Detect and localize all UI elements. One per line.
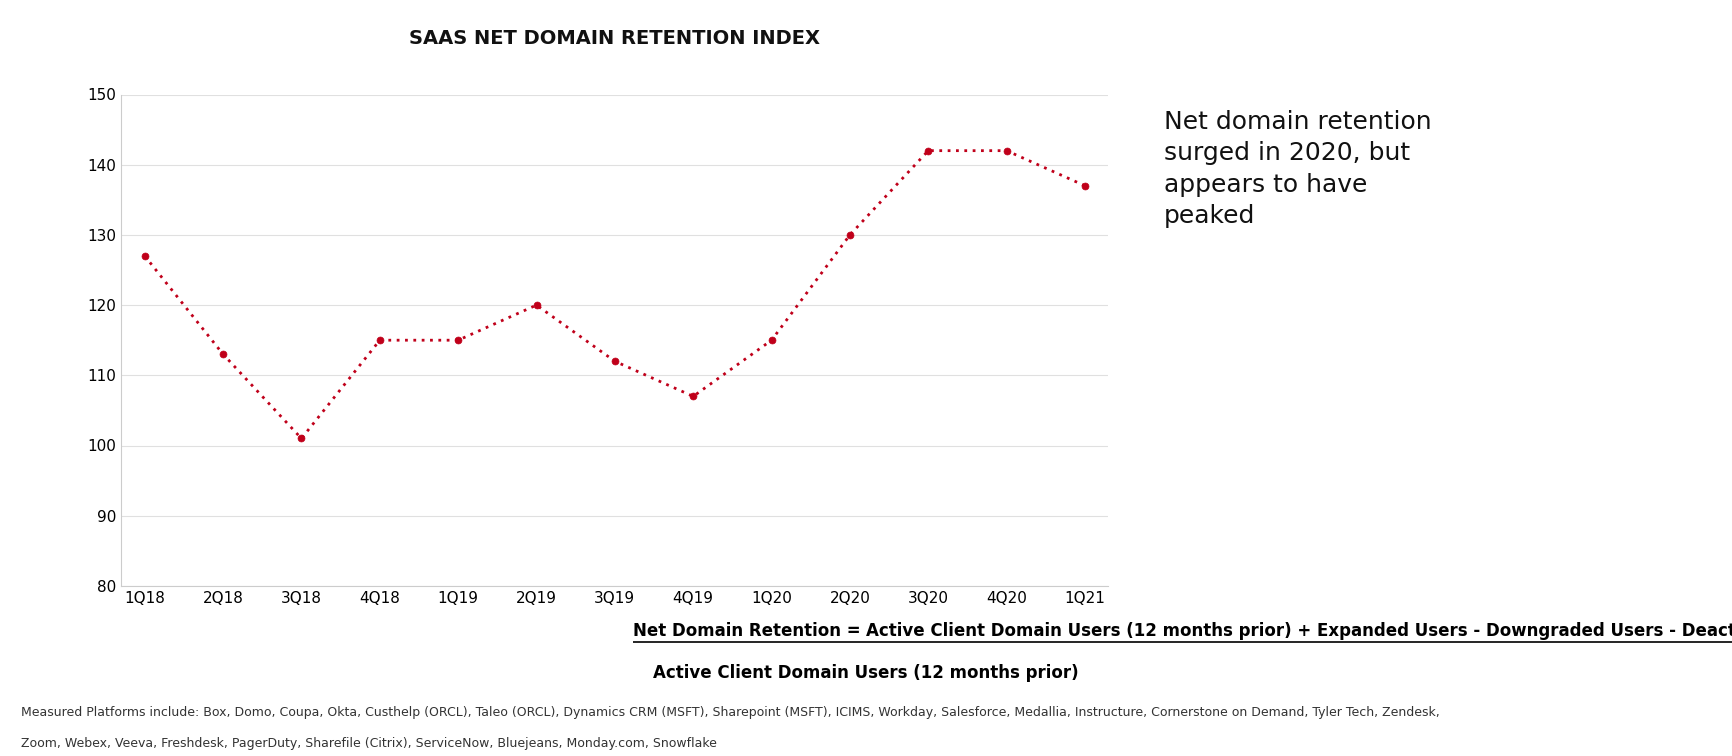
Text: Zoom, Webex, Veeva, Freshdesk, PagerDuty, Sharefile (Citrix), ServiceNow, Blueje: Zoom, Webex, Veeva, Freshdesk, PagerDuty…	[21, 736, 717, 749]
Text: Active Client Domain Users (12 months prior) + Expanded Users - Downgraded Users: Active Client Domain Users (12 months pr…	[866, 622, 1732, 640]
Text: Net Domain Retention =: Net Domain Retention =	[632, 622, 866, 640]
Text: SAAS NET DOMAIN RETENTION INDEX: SAAS NET DOMAIN RETENTION INDEX	[409, 29, 821, 48]
Text: Net domain retention
surged in 2020, but
appears to have
peaked: Net domain retention surged in 2020, but…	[1164, 110, 1432, 228]
Text: Measured Platforms include: Box, Domo, Coupa, Okta, Custhelp (ORCL), Taleo (ORCL: Measured Platforms include: Box, Domo, C…	[21, 706, 1439, 719]
Text: Active Client Domain Users (12 months prior): Active Client Domain Users (12 months pr…	[653, 664, 1079, 682]
